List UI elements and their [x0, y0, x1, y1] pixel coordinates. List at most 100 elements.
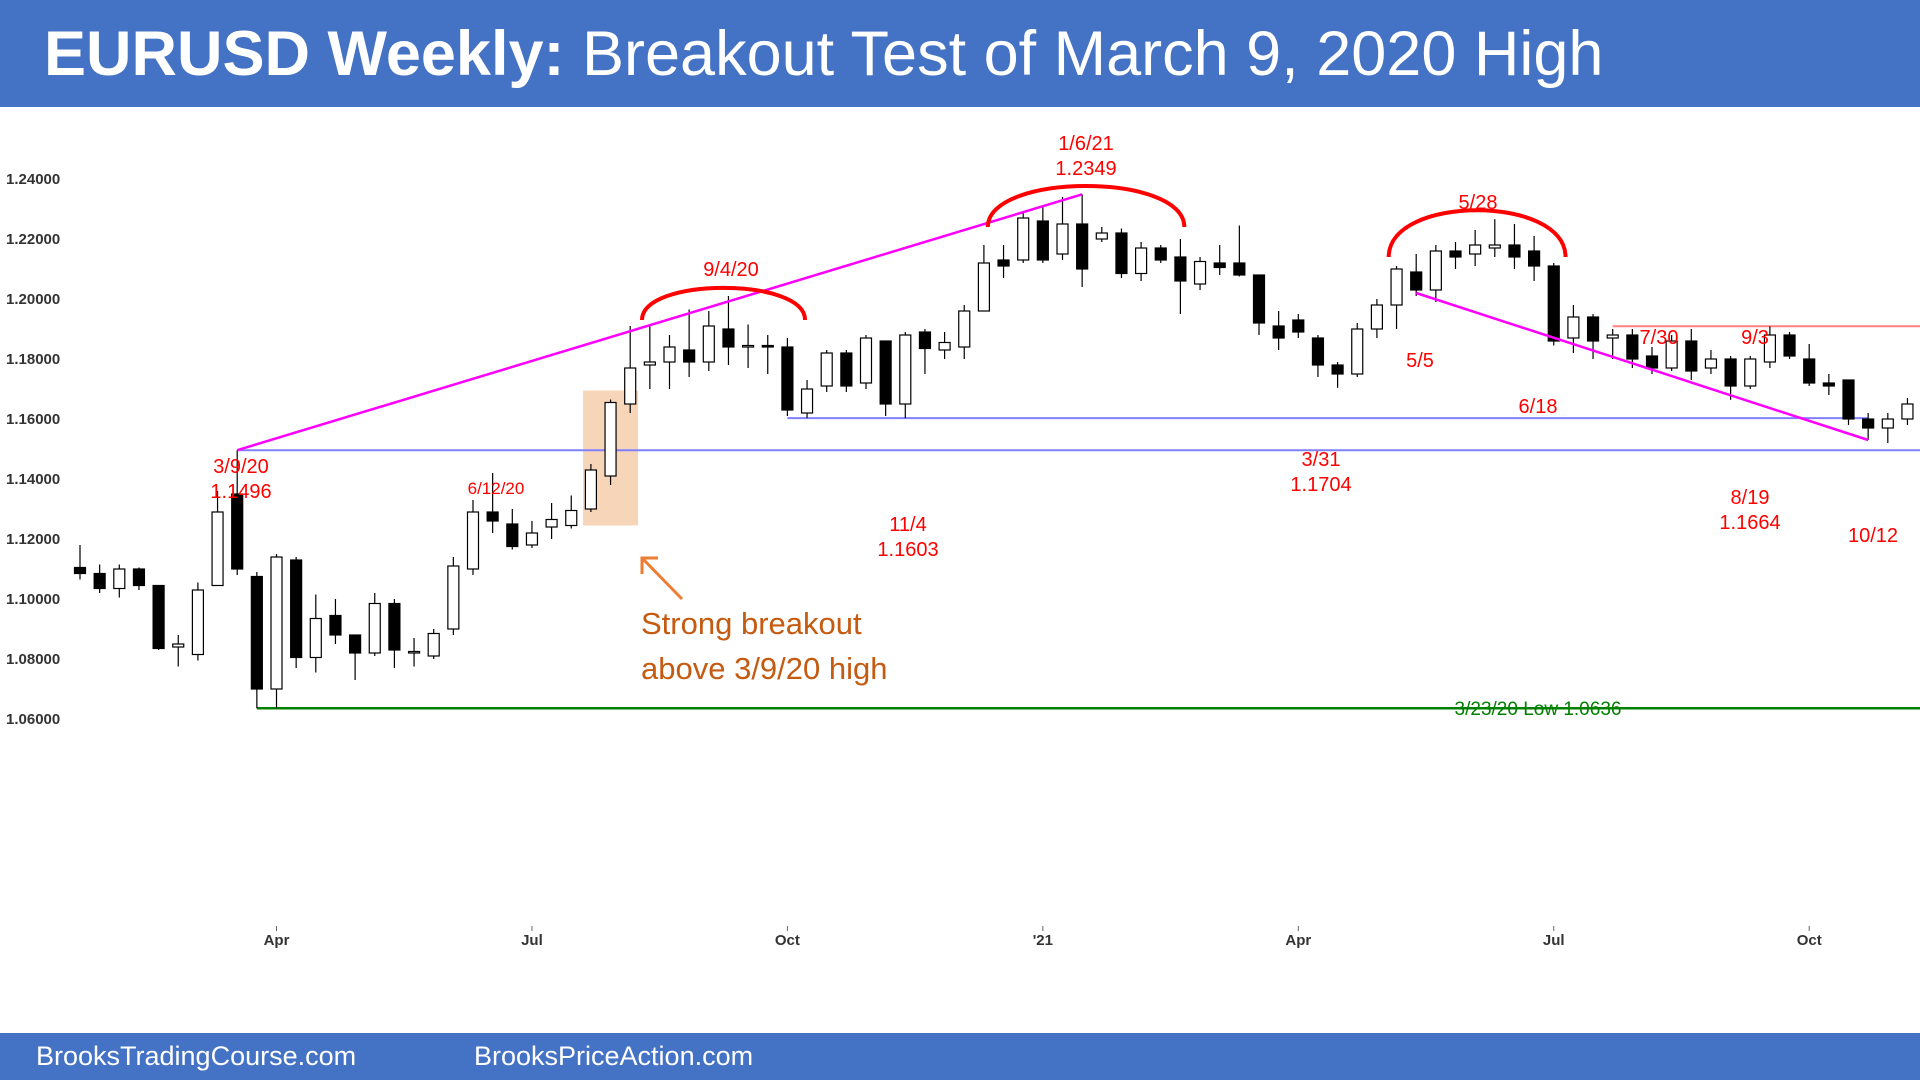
annotation-3-31-date: 3/31 — [1302, 449, 1341, 471]
bear-candle — [1174, 256, 1187, 282]
bear-candle — [683, 349, 696, 363]
title-symbol: EURUSD Weekly: — [44, 19, 565, 89]
bull-candle — [211, 511, 224, 587]
bull-candle — [1704, 358, 1718, 369]
x-tick-label: Jul — [521, 932, 543, 949]
y-tick-label: 1.14000 — [6, 471, 60, 488]
bear-candle — [1626, 334, 1639, 360]
annotation-6-18: 6/18 — [1519, 396, 1558, 418]
bear-candle — [1586, 316, 1600, 342]
bear-candle — [1508, 244, 1521, 258]
bull-candle — [938, 341, 951, 351]
annotation-11-4-date: 11/4 — [889, 514, 926, 536]
bear-trendline — [1415, 291, 1869, 442]
x-tick-label: Apr — [1285, 932, 1311, 949]
y-tick-label: 1.06000 — [6, 711, 60, 728]
bear-candle — [781, 346, 794, 411]
bull-candle — [584, 469, 598, 510]
annotation-6-12-20: 6/12/20 — [468, 479, 525, 498]
bear-candle — [1213, 262, 1226, 269]
breakout-note-line-1: Strong breakout — [641, 606, 862, 641]
bear-candle — [1449, 250, 1462, 258]
bull-candle — [899, 334, 912, 405]
bull-candle — [643, 361, 656, 366]
candlestick-chart: 1.24000 1.22000 1.20000 1.18000 1.16000 1.140… — [6, 133, 1920, 949]
annotation-1-6-21-date: 1/6/21 — [1058, 133, 1114, 155]
bull-candle — [565, 509, 578, 527]
title-banner: EURUSD Weekly: Breakout Test of March 9,… — [0, 0, 1920, 107]
x-tick-label: Jul — [1543, 932, 1565, 949]
bull-candle — [820, 352, 833, 387]
x-tick-label: Apr — [264, 932, 290, 949]
x-axis: Apr Jul Oct '21 Apr Jul Oct — [264, 926, 1822, 949]
footer-link-price-action[interactable]: BrooksPriceAction.com — [474, 1041, 754, 1071]
breakout-arrow — [640, 556, 684, 601]
bull-candle — [1665, 340, 1678, 369]
candles — [73, 194, 1914, 709]
bull-candle — [1351, 328, 1364, 375]
y-axis: 1.24000 1.22000 1.20000 1.18000 1.16000 1.140… — [6, 171, 60, 728]
annotation-5-5: 5/5 — [1406, 350, 1434, 372]
bull-candle — [309, 617, 322, 659]
bull-candle — [1488, 244, 1501, 249]
bull-candle — [958, 310, 971, 348]
bear-candle — [1724, 358, 1737, 387]
bull-candle — [466, 511, 480, 570]
bear-candle — [1331, 364, 1344, 375]
bear-candle — [1645, 355, 1659, 369]
bear-candle — [1822, 382, 1835, 387]
bull-candle — [113, 568, 126, 590]
bear-candle — [349, 634, 362, 654]
bull-candle — [1017, 217, 1030, 261]
footer-link-trading-course[interactable]: BrooksTradingCourse.com — [36, 1041, 357, 1071]
bear-candle — [132, 568, 146, 587]
bear-candle — [1076, 223, 1089, 270]
bear-candle — [1311, 337, 1325, 366]
bull-candle — [545, 518, 558, 528]
bear-candle — [840, 352, 853, 387]
annotation-9-3: 9/3 — [1741, 327, 1769, 349]
bull-candle — [1469, 244, 1482, 255]
bull-candle — [1567, 316, 1580, 339]
bull-candle — [859, 337, 873, 384]
bull-candle — [1763, 334, 1777, 363]
y-tick-label: 1.16000 — [6, 411, 60, 428]
double-top-arc-9-4-20 — [639, 285, 808, 321]
bear-candle — [73, 566, 87, 575]
bull-candle — [270, 556, 283, 690]
annotation-9-4-20: 9/4/20 — [703, 259, 759, 281]
bear-candle — [93, 572, 106, 590]
bear-candle — [152, 584, 165, 650]
bear-candle — [1547, 265, 1560, 342]
bear-candle — [879, 340, 892, 405]
annotation-10-12: 10/12 — [1848, 525, 1898, 547]
bear-candle — [1862, 418, 1875, 429]
bear-candle — [1410, 271, 1423, 291]
bear-candle — [1803, 358, 1816, 384]
bull-candle — [191, 589, 204, 656]
annotation-8-19-price: 1.1664 — [1719, 512, 1780, 534]
annotation-5-28: 5/28 — [1459, 192, 1498, 214]
bull-candle — [407, 650, 421, 654]
bear-candle — [1272, 325, 1285, 339]
annotation-3-9-20-date: 3/9/20 — [213, 456, 269, 478]
double-top-arc-5-28 — [1386, 208, 1568, 258]
bull-candle — [1744, 358, 1757, 387]
bull-candle — [1881, 418, 1894, 429]
bull-candle — [663, 346, 676, 363]
bear-candle — [918, 331, 932, 350]
bear-candle — [1115, 232, 1128, 275]
bear-candle — [761, 344, 774, 348]
bull-candle — [702, 325, 715, 363]
bear-candle — [1527, 250, 1541, 267]
x-tick-label: '21 — [1033, 932, 1053, 949]
annotation-7-30: 7/30 — [1640, 327, 1679, 349]
footer-banner: BrooksTradingCourse.com BrooksPriceActio… — [0, 1033, 1920, 1080]
double-top-arc-1-6-21 — [985, 184, 1187, 228]
bull-candle — [1193, 260, 1207, 285]
x-tick-label: Oct — [1797, 932, 1822, 949]
bull-candle — [525, 532, 539, 546]
bull-candle — [172, 643, 185, 648]
bear-candle — [1685, 340, 1698, 372]
title-description: Breakout Test of March 9, 2020 High — [582, 19, 1604, 89]
